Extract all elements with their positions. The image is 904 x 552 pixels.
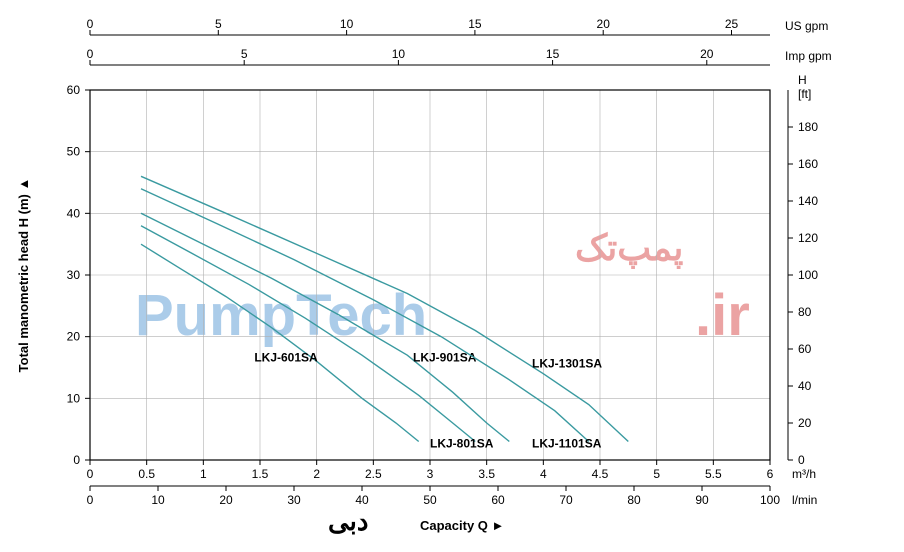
ticklabel-ft: 20 — [798, 416, 812, 430]
ticklabel-m: 0 — [73, 453, 80, 467]
ticklabel-m: 10 — [67, 391, 81, 405]
ticklabel-ft: 80 — [798, 305, 812, 319]
ticklabel-ft: 40 — [798, 379, 812, 393]
ticklabel-m: 20 — [67, 330, 81, 344]
ticklabel-ft: 0 — [798, 453, 805, 467]
ticklabel-m3h: 4 — [540, 467, 547, 481]
curve-label-LKJ-1301SA: LKJ-1301SA — [532, 357, 602, 371]
ticklabel-lmin: 40 — [355, 493, 369, 507]
ticklabel-lmin: 80 — [627, 493, 641, 507]
ticklabel-m3h: 1 — [200, 467, 207, 481]
unit-m3h: m³/h — [792, 467, 816, 481]
ticklabel-m3h: 2.5 — [365, 467, 382, 481]
ticklabel-impgpm: 0 — [87, 47, 94, 61]
watermark-red-ir: .ir — [695, 283, 750, 348]
ticklabel-m3h: 5 — [653, 467, 660, 481]
ticklabel-ft: 100 — [798, 268, 818, 282]
ticklabel-ft: 60 — [798, 342, 812, 356]
ticklabel-impgpm: 15 — [546, 47, 560, 61]
ticklabel-m: 40 — [67, 206, 81, 220]
unit-usgpm: US gpm — [785, 19, 828, 33]
ticklabel-lmin: 50 — [423, 493, 437, 507]
watermark-red-top: پمپ‌تک — [575, 227, 683, 269]
unit-ft: [ft] — [798, 87, 811, 101]
ticklabel-m3h: 4.5 — [592, 467, 609, 481]
ticklabel-m3h: 0.5 — [138, 467, 155, 481]
pump-curve-chart: PumpTech.irپمپ‌تکLKJ-601SALKJ-801SALKJ-9… — [0, 0, 904, 552]
ticklabel-lmin: 30 — [287, 493, 301, 507]
ticklabel-lmin: 10 — [151, 493, 165, 507]
ticklabel-usgpm: 15 — [468, 17, 482, 31]
curve-label-LKJ-1101SA: LKJ-1101SA — [532, 437, 602, 451]
ticklabel-m: 50 — [67, 145, 81, 159]
x-axis-caption: Capacity Q ► — [420, 518, 504, 533]
ticklabel-lmin: 90 — [695, 493, 709, 507]
ticklabel-usgpm: 0 — [87, 17, 94, 31]
unit-ft-H: H — [798, 73, 807, 87]
ticklabel-m3h: 5.5 — [705, 467, 722, 481]
ticklabel-lmin: 60 — [491, 493, 505, 507]
ticklabel-usgpm: 10 — [340, 17, 354, 31]
ticklabel-impgpm: 5 — [241, 47, 248, 61]
ticklabel-m3h: 0 — [87, 467, 94, 481]
ticklabel-m3h: 6 — [767, 467, 774, 481]
ticklabel-ft: 140 — [798, 194, 818, 208]
ticklabel-ft: 160 — [798, 157, 818, 171]
curve-label-LKJ-601SA: LKJ-601SA — [254, 350, 318, 364]
ticklabel-usgpm: 5 — [215, 17, 222, 31]
ticklabel-usgpm: 25 — [725, 17, 739, 31]
ticklabel-impgpm: 10 — [392, 47, 406, 61]
ticklabel-m: 30 — [67, 268, 81, 282]
ticklabel-m3h: 2 — [313, 467, 320, 481]
ticklabel-m3h: 1.5 — [252, 467, 269, 481]
y-axis-label: Total manometric head H (m) ▲ — [16, 178, 31, 373]
ticklabel-impgpm: 20 — [700, 47, 714, 61]
ticklabel-m: 60 — [67, 83, 81, 97]
ticklabel-usgpm: 20 — [597, 17, 611, 31]
unit-impgpm: Imp gpm — [785, 49, 832, 63]
ticklabel-lmin: 0 — [87, 493, 94, 507]
ticklabel-lmin: 20 — [219, 493, 233, 507]
watermark-arabic: دبی — [328, 506, 369, 536]
ticklabel-lmin: 70 — [559, 493, 573, 507]
curve-label-LKJ-801SA: LKJ-801SA — [430, 437, 494, 451]
ticklabel-ft: 180 — [798, 120, 818, 134]
ticklabel-m3h: 3.5 — [478, 467, 495, 481]
ticklabel-m3h: 3 — [427, 467, 434, 481]
watermark-blue: PumpTech — [135, 283, 427, 348]
ticklabel-lmin: 100 — [760, 493, 780, 507]
ticklabel-ft: 120 — [798, 231, 818, 245]
unit-lmin: l/min — [792, 493, 817, 507]
